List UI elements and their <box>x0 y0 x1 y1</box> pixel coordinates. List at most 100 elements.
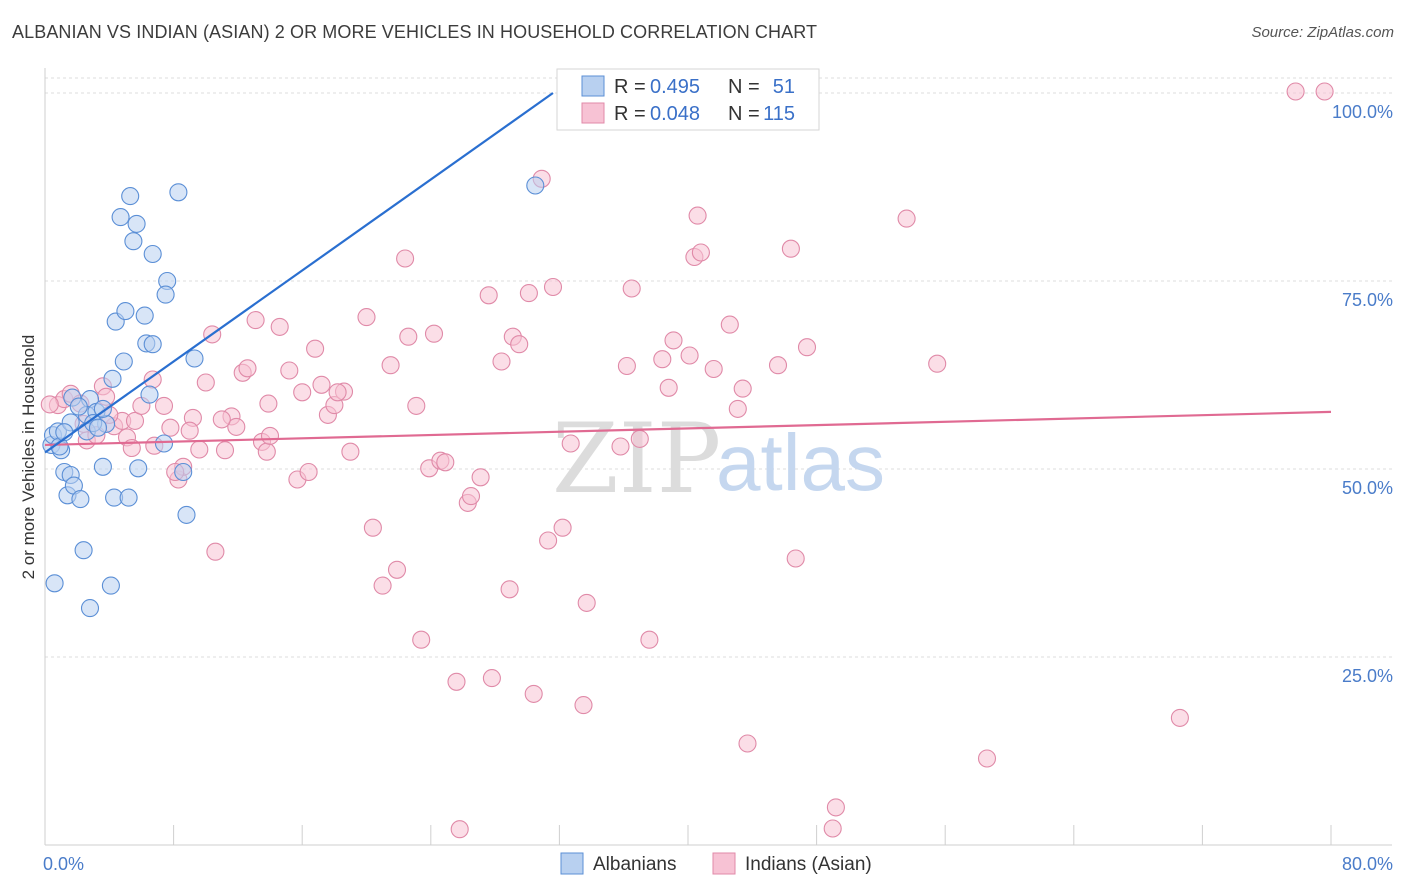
indians-point <box>577 593 596 612</box>
indians-point <box>180 421 199 440</box>
albanians-point <box>116 302 135 321</box>
indians-point <box>293 383 312 402</box>
albanians-point <box>119 488 138 507</box>
indians-point <box>450 820 469 839</box>
indians-point <box>640 630 659 649</box>
indians-point <box>826 798 845 817</box>
indians-point <box>479 286 498 305</box>
indians-point <box>659 378 678 397</box>
stats-n-label-albanians: N = <box>728 76 760 98</box>
indians-point <box>212 410 231 429</box>
indians-point <box>768 356 788 375</box>
indians-point <box>786 549 805 568</box>
indians-point <box>553 518 572 537</box>
indians-point <box>257 442 276 461</box>
indians-point <box>688 206 707 225</box>
albanians-point <box>526 176 545 195</box>
indians-point <box>680 346 699 365</box>
indians-point <box>399 327 418 346</box>
albanians-points <box>42 176 545 618</box>
source-label: Source: ZipAtlas.com <box>1251 24 1394 41</box>
indians-point <box>259 394 278 413</box>
stats-swatch-albanians <box>581 75 605 97</box>
albanians-point <box>111 208 130 227</box>
albanians-point <box>169 183 188 202</box>
albanians-point <box>101 576 120 595</box>
indians-point <box>260 426 280 445</box>
indians-point <box>539 531 558 550</box>
indians-point <box>196 373 215 392</box>
indians-point <box>1170 708 1189 727</box>
albanians-point <box>121 187 140 206</box>
indians-point <box>227 417 246 436</box>
indians-point <box>215 441 235 460</box>
indians-point <box>328 383 347 402</box>
albanians-point <box>93 457 112 476</box>
stats-n-value-indians: 115 <box>763 103 795 125</box>
albanians-point <box>177 505 196 524</box>
x-tick-label: 0.0% <box>43 854 84 874</box>
albanians-point <box>93 399 112 418</box>
indians-point <box>500 580 519 599</box>
indians-point <box>482 669 501 688</box>
indians-point <box>823 819 842 838</box>
indians-point <box>664 331 683 350</box>
indians-point <box>341 442 360 461</box>
y-tick-label: 50.0% <box>1342 478 1393 498</box>
indians-point <box>424 324 444 343</box>
stats-n-value-albanians: 51 <box>773 76 795 98</box>
indians-point <box>246 311 265 330</box>
albanians-point <box>103 369 122 388</box>
indians-point <box>977 749 997 768</box>
albanians-point <box>140 385 159 404</box>
indians-point <box>1286 82 1305 101</box>
indians-point <box>387 560 407 579</box>
albanians-point <box>143 244 162 264</box>
albanians-point <box>174 462 193 482</box>
indians-point <box>161 418 180 437</box>
x-tick-labels: 0.0% 80.0% <box>43 854 1393 874</box>
albanians-point <box>114 352 133 371</box>
albanians-point <box>45 574 64 593</box>
albanians-point <box>69 397 88 416</box>
watermark: ZIP atlas <box>552 403 885 515</box>
stats-r-value-indians: 0.048 <box>650 103 700 125</box>
axes <box>44 68 1392 846</box>
y-tick-label: 75.0% <box>1342 290 1393 310</box>
indians-point <box>381 356 400 375</box>
albanians-point <box>143 335 162 354</box>
indians-point <box>653 350 672 369</box>
indians-point <box>561 434 580 453</box>
indians-point <box>622 279 641 298</box>
indians-point <box>299 462 318 482</box>
indians-point <box>691 243 710 262</box>
indians-point <box>412 630 431 649</box>
legend-label-albanians: Albanians <box>593 854 676 875</box>
stats-box: R = 0.495 N = 51 R = 0.048 N = 115 <box>556 68 820 131</box>
indians-point <box>781 239 800 258</box>
indians-point <box>447 672 466 691</box>
legend-swatch-albanians <box>560 852 584 875</box>
indians-point <box>1315 82 1334 101</box>
albanians-point <box>154 434 174 453</box>
legend-swatch-indians <box>712 852 736 875</box>
indians-point <box>396 249 415 268</box>
watermark-zip: ZIP <box>552 403 721 515</box>
indians-point <box>617 356 636 376</box>
stats-n-label-indians: N = <box>728 103 760 125</box>
albanians-point <box>135 306 154 325</box>
albanians-point <box>127 214 146 233</box>
indians-points <box>40 82 1334 839</box>
indians-point <box>630 429 649 448</box>
y-tick-labels: 25.0% 50.0% 75.0% 100.0% <box>1332 102 1393 686</box>
albanians-point <box>80 599 100 618</box>
indians-point <box>270 317 289 336</box>
trend-lines <box>44 92 1332 454</box>
legend-label-indians: Indians (Asian) <box>745 854 872 875</box>
indians-point <box>125 411 145 430</box>
indians-point <box>543 277 563 297</box>
stats-r-value-albanians: 0.495 <box>650 76 700 98</box>
x-tick-label: 80.0% <box>1342 854 1393 874</box>
albanians-point <box>124 232 143 251</box>
